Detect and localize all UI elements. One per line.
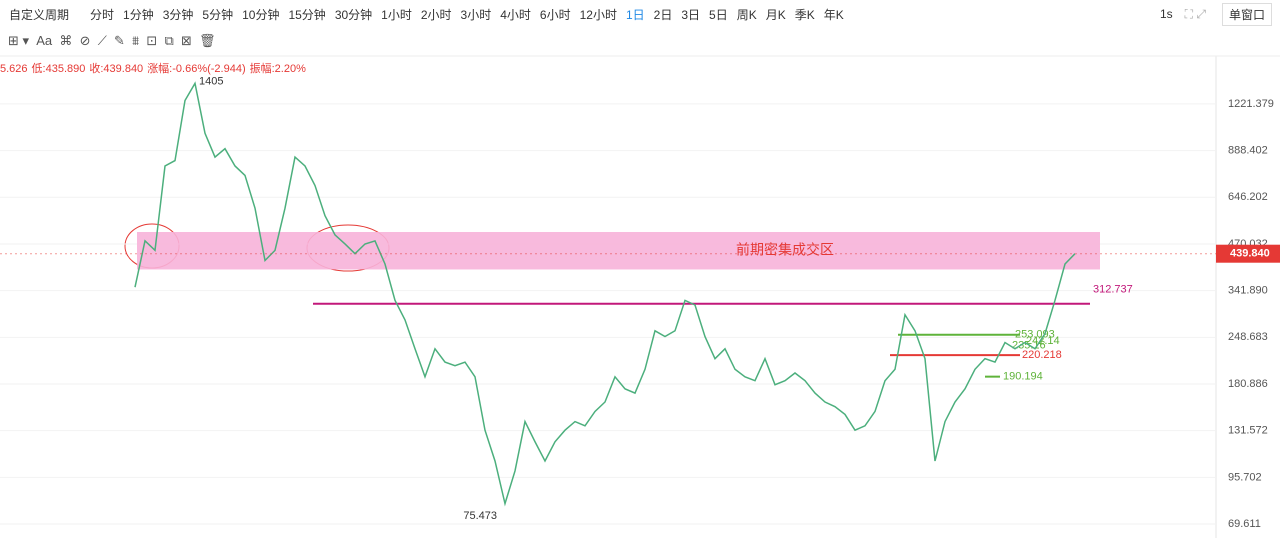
y-tick-label: 470.032 [1228, 238, 1268, 250]
zone-label: 前期密集成交区 [736, 241, 834, 257]
period-tab[interactable]: 3日 [681, 7, 701, 22]
period-tab[interactable]: 自定义周期 [9, 7, 70, 22]
y-tick-label: 341.890 [1228, 285, 1268, 297]
icons[interactable]: ⛶ ⤢ [1184, 6, 1206, 21]
period-tab[interactable]: 3分钟 [162, 7, 194, 22]
period-tab[interactable]: 10分钟 [242, 7, 280, 22]
window-select[interactable]: 单窗口 [1221, 2, 1272, 26]
current-tag [1216, 244, 1280, 263]
y-tick-label: 888.402 [1228, 145, 1268, 157]
period-tab[interactable]: 季K [794, 7, 815, 22]
period-tab[interactable]: 月K [765, 7, 786, 22]
speed[interactable]: 1s [1159, 7, 1173, 21]
period-tab[interactable]: 6小时 [539, 7, 571, 22]
info-amplitude: 振幅:2.20% [249, 63, 306, 75]
low-label: 75.473 [463, 510, 497, 522]
period-tab[interactable]: 12小时 [579, 7, 617, 22]
period-tab[interactable]: 2日 [653, 7, 673, 22]
y-tick-label: 646.202 [1228, 191, 1268, 203]
period-tab[interactable]: 年K [823, 7, 844, 22]
period-tab[interactable]: 1分钟 [123, 7, 154, 22]
info-close: 收:439.840 [89, 63, 144, 75]
period-tab[interactable]: 30分钟 [334, 7, 373, 22]
period-tab[interactable]: 3小时 [460, 7, 492, 22]
y-tick-label: 1221.379 [1228, 98, 1274, 110]
period-tab[interactable]: 1日 [625, 7, 645, 22]
period-tab[interactable]: 分时 [90, 7, 115, 22]
period-tab[interactable]: 2小时 [420, 7, 452, 22]
ellipse [306, 224, 390, 272]
y-tick-label: 131.572 [1228, 425, 1268, 437]
period-tab[interactable]: 5日 [709, 7, 728, 22]
price-line [134, 81, 1076, 507]
level-label: 235.16 [1012, 339, 1046, 351]
ellipse [124, 223, 180, 269]
current-label: 439.840 [1230, 248, 1270, 260]
level-label: 190.194 [1003, 371, 1043, 383]
level-label: 312.737 [1093, 284, 1133, 296]
y-tick-label: 95.702 [1228, 471, 1262, 483]
level-label: 220.218 [1022, 349, 1062, 361]
info-bar: 5.626 低:435.890 收:439.840 涨幅:-0.66%(-2.944)… [0, 60, 310, 76]
period-bar: 自定义周期 分时 1分钟 3分钟 5分钟 10分钟 15分钟 30分钟 1小时 2小时 3小时 4小时… [0, 0, 1280, 28]
y-tick-label: 69.611 [1228, 518, 1261, 530]
y-tick-label: 248.683 [1228, 331, 1268, 343]
period-tab[interactable]: 周K [736, 7, 757, 22]
zone [137, 232, 1100, 270]
y-tick-label: 180.886 [1228, 378, 1268, 390]
level-label: 253.093 [1015, 329, 1055, 341]
high-label: 1405 [199, 75, 223, 87]
period-tab[interactable]: 15分钟 [288, 7, 326, 22]
level-label: 242.14 [1026, 335, 1060, 347]
period-tab[interactable]: 1小时 [381, 7, 412, 22]
info-low: 低:435.890 [31, 63, 86, 75]
drawing-toolbar: ⊞ ▾ Aa ⌘ ⊘ ⟋ ✎ ⩩ ⊡ ⧉ ⊠ 🗑 [8, 33, 216, 48]
period-tab[interactable]: 5分钟 [202, 7, 234, 22]
info-change: 涨幅:-0.66%(-2.944) [147, 63, 246, 75]
info-high: 5.626 [0, 63, 28, 75]
period-tab[interactable]: 4小时 [500, 7, 531, 22]
